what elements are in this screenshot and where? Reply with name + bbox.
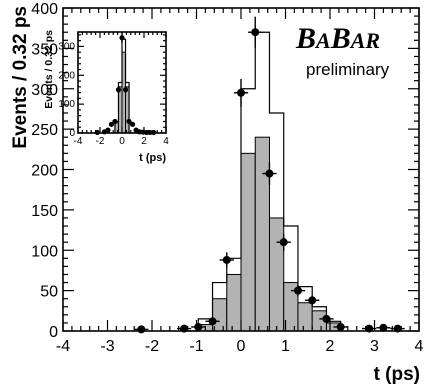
x-tick-label: -2 [96,136,105,147]
data-point [129,121,136,127]
x-tick-label: 2 [141,136,147,147]
data-point [205,317,220,326]
data-point [112,118,118,125]
filled-hist-bar [254,136,270,332]
x-tick-label: 4 [415,338,424,355]
x-tick-label: -3 [100,338,114,355]
x-tick-label: 3 [370,338,379,355]
data-point [276,233,291,251]
y-tick-label: 400 [31,1,58,18]
filled-hist-bar [226,273,242,332]
x-tick-label: 2 [326,338,335,355]
x-tick-label: 4 [163,136,169,147]
data-point [319,314,334,323]
data-point [305,295,320,306]
y-tick-label: 250 [31,122,58,139]
y-tick-label: 300 [58,41,75,52]
data-point [115,86,122,94]
y-tick-label: 350 [31,41,58,58]
x-tick-label: 1 [281,338,290,355]
filled-hist-bar [268,217,285,332]
data-point [290,284,306,297]
babar-logo: BABAR preliminary [295,22,390,79]
y-tick-label: 50 [40,284,58,301]
logo-subtitle: preliminary [306,60,390,79]
x-tick-label: 0 [237,338,246,355]
data-point [219,252,234,268]
data-point [108,121,115,127]
filled-hist-bar [240,152,256,332]
data-point [126,118,132,125]
y-tick-label: 100 [31,243,58,260]
x-tick-label: -4 [74,136,83,147]
x-axis-title: t (ps) [374,364,420,385]
y-tick-label: 200 [31,163,58,180]
y-tick-label: 150 [31,203,58,220]
data-point [233,78,249,107]
y-tick-label: 0 [69,128,75,139]
x-axis-title: t (ps) [139,152,166,164]
data-point [262,162,277,185]
x-tick-label: -1 [189,338,203,355]
x-tick-label: -2 [145,338,159,355]
x-tick-label: -4 [56,338,70,355]
data-point [134,325,149,334]
x-tick-label: 0 [119,136,125,147]
y-axis-title: Events / 0.32 ps [10,6,31,149]
open-hist-outline [184,31,342,332]
y-tick-label: 300 [31,82,58,99]
y-tick-label: 100 [58,99,75,110]
data-point [248,16,263,48]
filled-hist-bar [297,302,313,332]
data-point [105,127,111,133]
y-axis-title: Events / 0.32 ps [43,30,55,109]
inset-plot: -4 -2 0 2 4 0 100 200 300 t (ps) Events / 0.32 ps [43,30,169,164]
logo-text: BABAR [295,22,380,55]
data-point [122,86,129,94]
y-tick-label: 0 [49,324,58,341]
y-tick-label: 200 [58,70,75,81]
